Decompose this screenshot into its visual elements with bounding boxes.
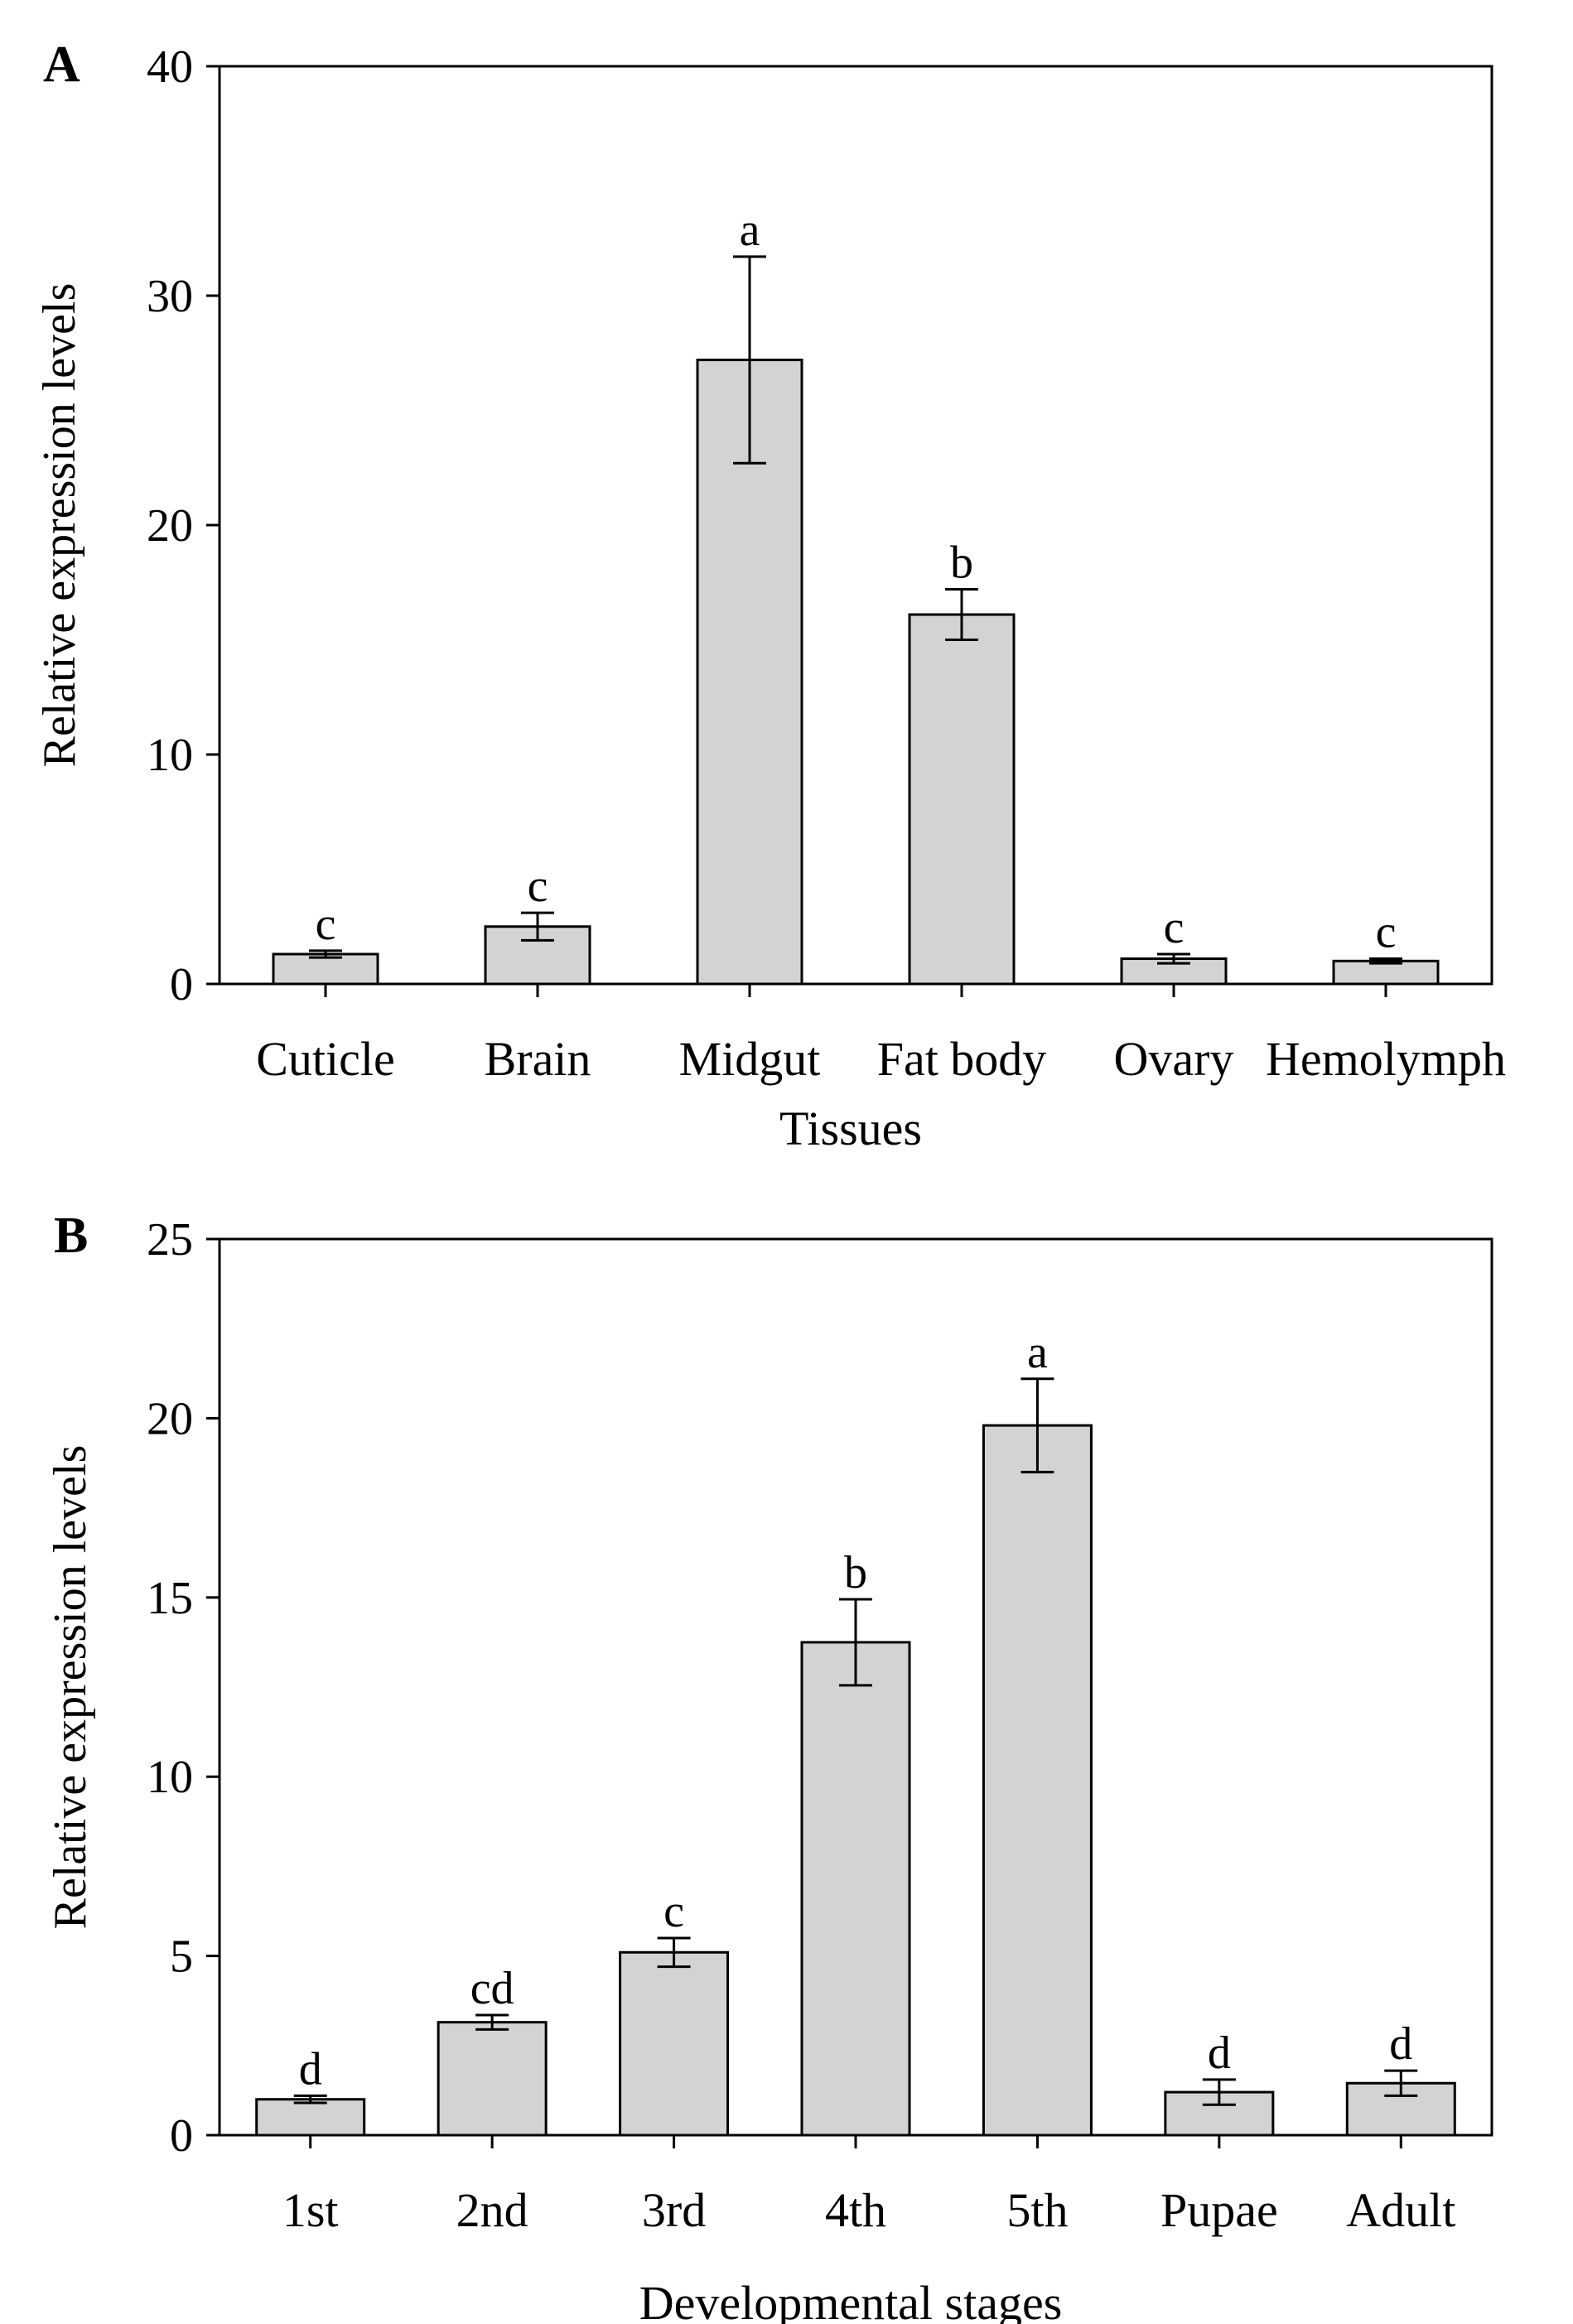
panel-a-y-tick-label: 10 — [147, 730, 193, 781]
panel-a-y-tick-label: 40 — [147, 41, 193, 93]
panel-b-bar — [619, 1950, 730, 2137]
panel-b-bar — [437, 2021, 548, 2137]
panel-b-label: B — [54, 1208, 88, 1264]
panel-b-x-tick-label: Pupae — [1160, 2183, 1278, 2237]
panel-a-bar — [1120, 957, 1228, 986]
panel-b-y-tick-label: 0 — [170, 2110, 193, 2162]
panel-a-x-tick-label: Hemolymph — [1266, 1032, 1506, 1086]
panel-a-significance-label: c — [1376, 907, 1397, 958]
panel-b-y-axis-title: Relative expression levels — [45, 1445, 96, 1930]
panel-a-x-tick-label: Fat body — [877, 1032, 1047, 1086]
panel-b-x-tick-label: 3rd — [642, 2183, 706, 2237]
panel-a-x-ticks: Cuticle Brain Midgut Fat body Ovary Hemolymph — [256, 984, 1506, 1086]
panel-a-label: A — [43, 36, 80, 93]
panel-b-x-tick-label: Adult — [1346, 2183, 1455, 2237]
panel-b-bar — [255, 2098, 366, 2137]
panel-b-x-axis-title: Developmental stages — [639, 2276, 1063, 2324]
panel-b-error-bars — [293, 1377, 1418, 2106]
panel-a-y-axis-title: Relative expression levels — [34, 283, 85, 768]
panel-b-y-ticks: 0 5 10 15 20 25 — [147, 1214, 220, 2162]
panel-b-bar — [982, 1424, 1093, 2137]
panel-a-y-tick-label: 30 — [147, 271, 193, 322]
panel-a-x-axis-title: Tissues — [779, 1102, 922, 1155]
panel-b-y-tick-label: 5 — [170, 1931, 193, 1983]
panel-a-y-tick-label: 0 — [170, 959, 193, 1010]
panel-a-significance-labels: c c a b c c — [316, 205, 1397, 958]
panel-a-y-tick-label: 20 — [147, 500, 193, 552]
panel-b-x-ticks: 1st 2nd 3rd 4th 5th Pupae Adult — [282, 2135, 1455, 2237]
panel-b-significance-labels: d cd c b a d d — [299, 1327, 1413, 2095]
panel-b-bar — [800, 1641, 911, 2137]
panel-a-y-ticks: 0 10 20 30 40 — [147, 41, 220, 1010]
panel-b-significance-label: d — [299, 2043, 322, 2095]
panel-a-x-tick-label: Cuticle — [256, 1032, 395, 1086]
panel-b-y-tick-label: 20 — [147, 1393, 193, 1444]
panel-a-x-tick-label: Ovary — [1114, 1032, 1234, 1086]
panel-b-significance-label: cd — [470, 1963, 514, 2014]
panel-b-significance-label: d — [1389, 2018, 1412, 2070]
panel-b-x-tick-label: 5th — [1006, 2183, 1068, 2237]
panel-b-significance-label: a — [1027, 1327, 1048, 1378]
panel-a-significance-label: c — [1164, 902, 1185, 953]
panel-b-significance-label: d — [1208, 2027, 1231, 2079]
panel-b-significance-label: b — [844, 1547, 867, 1598]
panel-b-x-tick-label: 1st — [282, 2183, 339, 2237]
panel-b: B d cd c b a d d 0 5 10 15 20 25 1st 2nd 3rd 4th 5th Pup… — [45, 1208, 1493, 2324]
panel-a-significance-label: b — [950, 538, 973, 589]
panel-a-x-tick-label: Midgut — [679, 1032, 821, 1086]
panel-b-x-tick-label: 2nd — [456, 2183, 528, 2237]
panel-b-x-tick-label: 4th — [825, 2183, 886, 2237]
panel-a-bars — [272, 359, 1440, 986]
panel-a-significance-label: a — [740, 205, 760, 256]
panel-b-y-tick-label: 10 — [147, 1752, 193, 1803]
panel-a-error-bars — [309, 255, 1402, 965]
panel-b-y-tick-label: 15 — [147, 1573, 193, 1624]
panel-a-bar — [908, 613, 1016, 986]
panel-b-y-tick-label: 25 — [147, 1214, 193, 1266]
panel-a: A c c a b c c 0 10 20 30 40 Cuticle Brain Midgut Fat… — [34, 36, 1506, 1155]
panel-b-bars — [255, 1424, 1456, 2137]
panel-a-x-tick-label: Brain — [485, 1032, 591, 1086]
panel-b-significance-label: c — [663, 1886, 684, 1937]
panel-a-significance-label: c — [528, 861, 548, 912]
panel-a-significance-label: c — [316, 899, 336, 950]
panel-a-plot-frame — [218, 65, 1493, 986]
